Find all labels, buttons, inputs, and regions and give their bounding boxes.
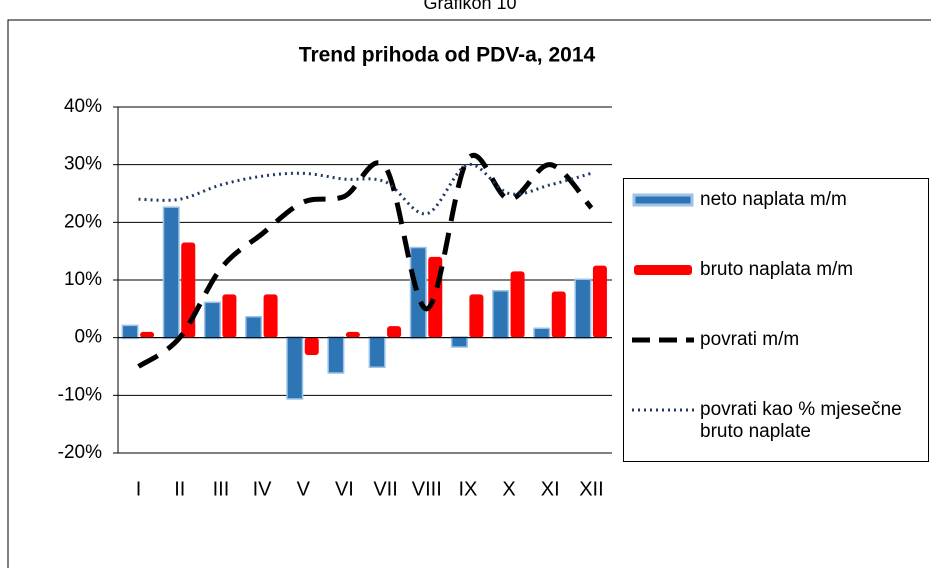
bar [304, 337, 319, 355]
x-tick-label: V [297, 478, 311, 500]
bar [181, 242, 196, 338]
bar [409, 246, 427, 340]
y-tick-label: 20% [64, 211, 102, 232]
legend-label: povrati kao % mjesečne bruto naplate [700, 399, 902, 442]
legend-label: povrati m/m [700, 329, 800, 350]
bar [533, 327, 551, 340]
legend-swatch [634, 265, 692, 275]
frame [7, 19, 931, 568]
bar [203, 301, 221, 340]
legend-label: bruto naplata m/m [700, 259, 854, 280]
x-tick-label: IV [253, 478, 273, 500]
legend-mark [632, 193, 694, 207]
bar [368, 336, 386, 368]
y-tick-label: -20% [58, 442, 102, 463]
x-tick-label: X [502, 478, 515, 500]
legend-item: bruto naplata m/m [630, 259, 930, 281]
bar [469, 294, 484, 338]
x-tick-label: XI [541, 478, 560, 500]
bar [121, 324, 139, 340]
bar [345, 331, 360, 338]
bar [245, 315, 263, 340]
legend-label: neto naplata m/m [700, 189, 847, 210]
y-tick-label: 10% [64, 269, 102, 290]
x-tick-label: IX [458, 478, 477, 500]
bar [492, 290, 510, 340]
bar [387, 326, 402, 338]
bar [592, 265, 607, 338]
bar [574, 278, 592, 340]
bar [222, 294, 237, 338]
legend-mark [634, 265, 692, 275]
x-tick-label: II [174, 478, 185, 500]
x-tick-label: VII [373, 478, 397, 500]
bar [450, 336, 468, 348]
y-tick-label: 40% [64, 96, 102, 117]
bar [286, 336, 304, 400]
legend-item: neto naplata m/m [630, 189, 930, 211]
y-tick-label: 0% [75, 327, 103, 348]
y-tick-label: -10% [58, 384, 102, 405]
x-tick-label: III [213, 478, 230, 500]
bar [140, 331, 155, 338]
caption: Grafikon 10 [423, 0, 516, 13]
legend-swatch [632, 193, 694, 207]
x-tick-label: XII [579, 478, 603, 500]
legend-swatch [632, 337, 694, 343]
bar [263, 294, 278, 338]
bar [551, 291, 566, 338]
x-tick-label: VI [335, 478, 354, 500]
bar [510, 271, 525, 338]
legend: neto naplata m/m bruto naplata m/m povrati… [623, 178, 929, 462]
chart-title: Trend prihoda od PDV-a, 2014 [299, 44, 596, 67]
legend-swatch [632, 408, 694, 412]
legend-item: povrati kao % mjesečne bruto naplate [630, 399, 930, 443]
legend-item: povrati m/m [630, 329, 930, 351]
x-tick-label: I [136, 478, 142, 500]
y-tick-label: 30% [64, 154, 102, 175]
bar [162, 206, 180, 340]
x-tick-label: VIII [412, 478, 442, 500]
bar [327, 336, 345, 374]
